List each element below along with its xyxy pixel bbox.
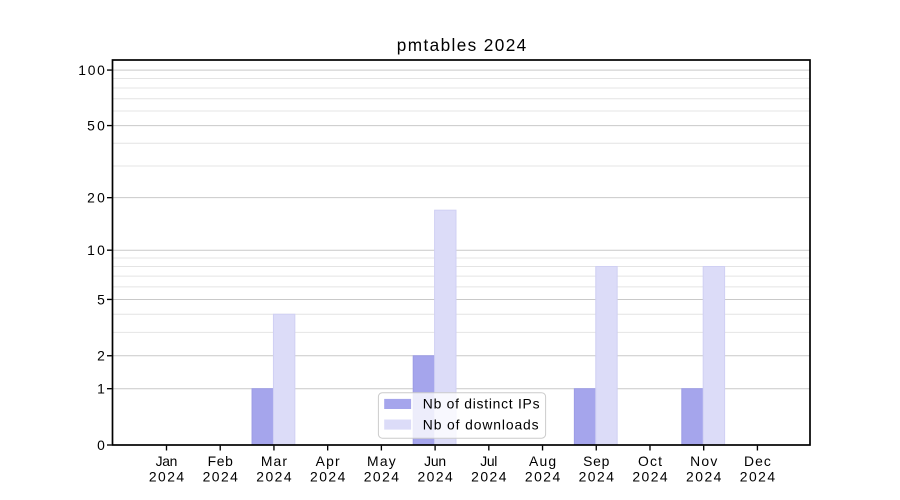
svg-text:2024: 2024 — [471, 469, 507, 485]
svg-text:2024: 2024 — [149, 469, 185, 485]
svg-text:Jun: Jun — [424, 453, 446, 469]
svg-text:1: 1 — [97, 381, 105, 397]
svg-text:0: 0 — [97, 437, 105, 453]
svg-text:Nov: Nov — [690, 453, 717, 469]
svg-text:100: 100 — [78, 62, 105, 78]
svg-text:Apr: Apr — [316, 453, 340, 469]
svg-text:2024: 2024 — [417, 469, 453, 485]
svg-text:Aug: Aug — [529, 453, 556, 469]
svg-text:2024: 2024 — [364, 469, 400, 485]
svg-text:2024: 2024 — [579, 469, 615, 485]
svg-text:Sep: Sep — [583, 453, 609, 469]
svg-text:2: 2 — [97, 348, 105, 364]
svg-text:2024: 2024 — [632, 469, 668, 485]
svg-text:Jan: Jan — [156, 453, 178, 469]
svg-text:Feb: Feb — [208, 453, 234, 469]
svg-text:2024: 2024 — [740, 469, 776, 485]
svg-text:2024: 2024 — [256, 469, 292, 485]
svg-text:2024: 2024 — [525, 469, 561, 485]
svg-text:5: 5 — [97, 291, 105, 307]
svg-text:Oct: Oct — [638, 453, 662, 469]
svg-text:Nb of distinct IPs: Nb of distinct IPs — [423, 396, 540, 412]
svg-text:Nb of downloads: Nb of downloads — [423, 416, 539, 432]
svg-text:May: May — [367, 453, 396, 469]
svg-text:Mar: Mar — [261, 453, 288, 469]
svg-text:Dec: Dec — [744, 453, 771, 469]
svg-text:pmtables 2024: pmtables 2024 — [397, 35, 527, 55]
svg-text:2024: 2024 — [310, 469, 346, 485]
svg-text:2024: 2024 — [203, 469, 239, 485]
svg-text:2024: 2024 — [686, 469, 722, 485]
svg-text:Jul: Jul — [480, 453, 497, 469]
